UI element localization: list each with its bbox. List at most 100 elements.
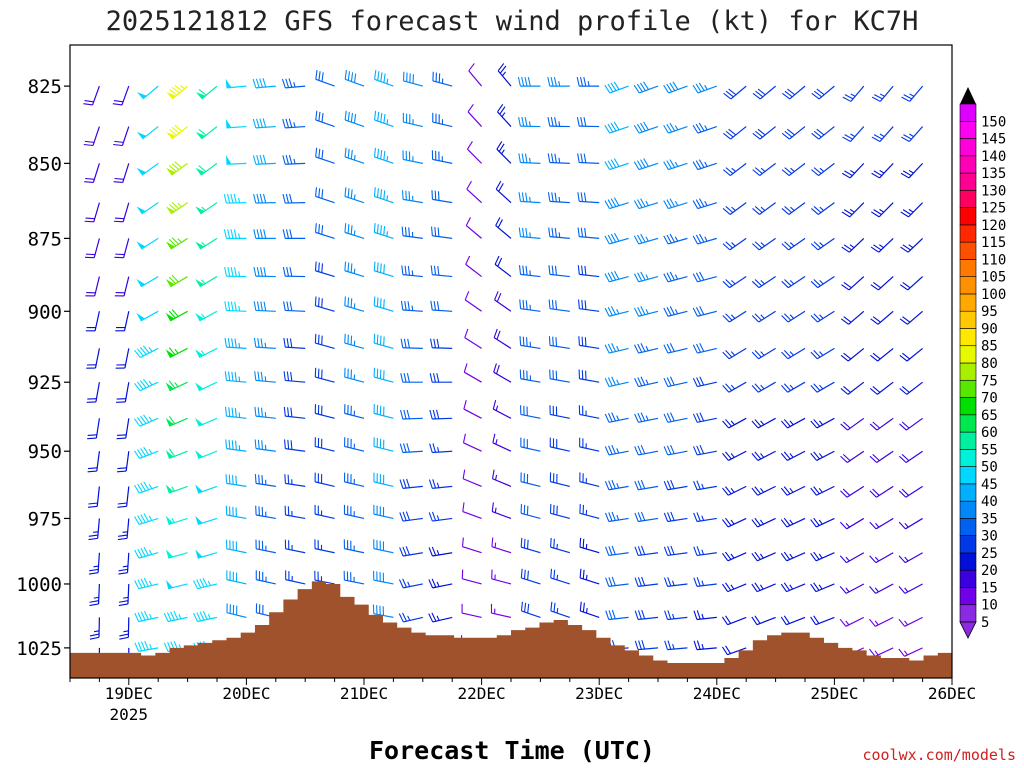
wind-barb (401, 265, 423, 278)
colorbar-swatch (959, 190, 977, 208)
wind-barb (87, 451, 100, 473)
wind-barb (137, 85, 159, 100)
wind-barb (373, 261, 394, 278)
wind-barb (431, 190, 453, 204)
colorbar-label: 100 (981, 287, 1006, 303)
wind-barb (693, 546, 717, 557)
wind-barb (134, 640, 159, 652)
wind-barb (165, 484, 188, 494)
wind-barb (898, 552, 923, 564)
wind-barb (402, 112, 423, 128)
colorbar-label: 70 (981, 391, 998, 407)
wind-barb (497, 63, 512, 87)
wind-barb (134, 513, 159, 526)
wind-barb (780, 417, 806, 429)
wind-barb (466, 141, 483, 164)
wind-barb (195, 276, 218, 288)
colorbar-swatch (959, 604, 977, 623)
wind-barb (810, 615, 835, 626)
wind-barb (578, 405, 600, 419)
wind-barb (663, 271, 688, 283)
wind-barb (373, 539, 394, 554)
wind-barb (518, 265, 541, 278)
wind-barb (113, 163, 130, 183)
wind-barb (399, 546, 423, 557)
wind-barb (373, 367, 394, 383)
wind-barb (842, 126, 865, 143)
wind-barb (692, 412, 717, 423)
wind-barb (493, 328, 512, 349)
wind-barb (547, 192, 570, 204)
wind-barb (315, 187, 335, 204)
wind-barb (254, 474, 276, 487)
wind-barb (315, 70, 335, 87)
wind-barb (693, 610, 717, 621)
wind-barb (134, 547, 159, 559)
wind-barb (692, 342, 717, 354)
wind-barb (165, 416, 188, 427)
wind-barb (898, 485, 923, 498)
wind-barb (284, 474, 306, 487)
wind-barb (118, 552, 130, 575)
wind-barb (314, 223, 335, 239)
wind-barb (576, 116, 600, 128)
colorbar-swatch (959, 500, 977, 519)
wind-barb (781, 310, 806, 323)
wind-barb (252, 78, 276, 89)
wind-barb (693, 512, 717, 523)
wind-barb (343, 539, 365, 554)
wind-barb (520, 568, 541, 585)
wind-barb (462, 469, 482, 487)
colorbar-label: 105 (981, 270, 1006, 286)
wind-barb (663, 445, 688, 456)
wind-barb (344, 223, 365, 239)
wind-barb (429, 373, 453, 383)
wind-barb (870, 310, 894, 325)
wind-barb (751, 551, 776, 562)
wind-barb (225, 505, 247, 520)
wind-barb (604, 197, 629, 210)
wind-barb (722, 450, 747, 461)
wind-barb (723, 126, 747, 140)
wind-barb (663, 342, 688, 354)
wind-barb (692, 306, 717, 317)
wind-barb (579, 472, 600, 487)
wind-barb (85, 276, 100, 297)
wind-barb (633, 158, 659, 171)
wind-barb (633, 306, 659, 317)
wind-barb (693, 480, 717, 491)
wind-barb (195, 237, 218, 250)
wind-barb (85, 311, 100, 332)
wind-barb (428, 479, 453, 489)
colorbar-swatch (959, 535, 977, 554)
wind-barb (112, 85, 130, 106)
wind-barb (871, 126, 894, 143)
wind-barb (315, 147, 335, 164)
wind-barb (282, 229, 306, 239)
wind-barb (781, 381, 806, 393)
y-axis: 825 850 875 900 925 950 975 1000 1025 (16, 76, 70, 660)
wind-barb (751, 582, 776, 593)
wind-barb (494, 291, 512, 312)
colorbar-swatch (959, 362, 977, 381)
wind-barb (344, 367, 365, 383)
wind-barb (721, 645, 747, 656)
wind-barb (549, 369, 570, 383)
credit-link[interactable]: coolwx.com/models (862, 746, 1016, 764)
wind-barb (900, 162, 924, 179)
wind-barb (165, 237, 188, 250)
wind-barb (89, 583, 100, 607)
wind-barb (285, 570, 306, 585)
wind-barb (163, 610, 188, 623)
wind-barb (604, 479, 629, 491)
wind-barb (461, 603, 482, 618)
wind-barb (781, 347, 806, 360)
wind-barb (547, 116, 570, 128)
x-tick-label: 22DEC (458, 684, 506, 703)
wind-barb (283, 406, 306, 419)
wind-barb (226, 603, 247, 618)
wind-barb (579, 537, 600, 554)
colorbar-swatch (959, 138, 977, 157)
chart-title: 2025121812 GFS forecast wind profile (kt… (106, 6, 919, 37)
wind-barb (195, 85, 218, 100)
